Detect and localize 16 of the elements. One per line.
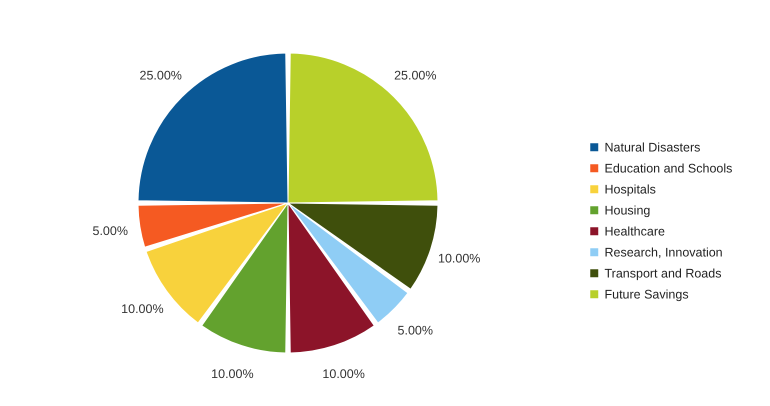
data-label: 5.00% — [398, 323, 434, 338]
data-label: 10.00% — [121, 302, 164, 316]
legend-label: Education and Schools — [604, 161, 732, 176]
legend-label: Natural Disasters — [604, 140, 700, 154]
data-label: 5.00% — [92, 224, 128, 238]
legend-label: Future Savings — [604, 287, 689, 302]
legend-label: Healthcare — [604, 224, 665, 238]
data-label: 10.00% — [438, 252, 480, 266]
legend-label: Research, Innovation — [604, 245, 723, 260]
legend-label: Housing — [604, 203, 650, 218]
data-label: 10.00% — [211, 367, 254, 382]
data-label: 25.00% — [140, 68, 182, 83]
legend-label: Transport and Roads — [604, 266, 722, 280]
legend-label: Hospitals — [604, 182, 656, 196]
data-label: 25.00% — [394, 68, 436, 83]
data-label: 10.00% — [322, 367, 365, 382]
